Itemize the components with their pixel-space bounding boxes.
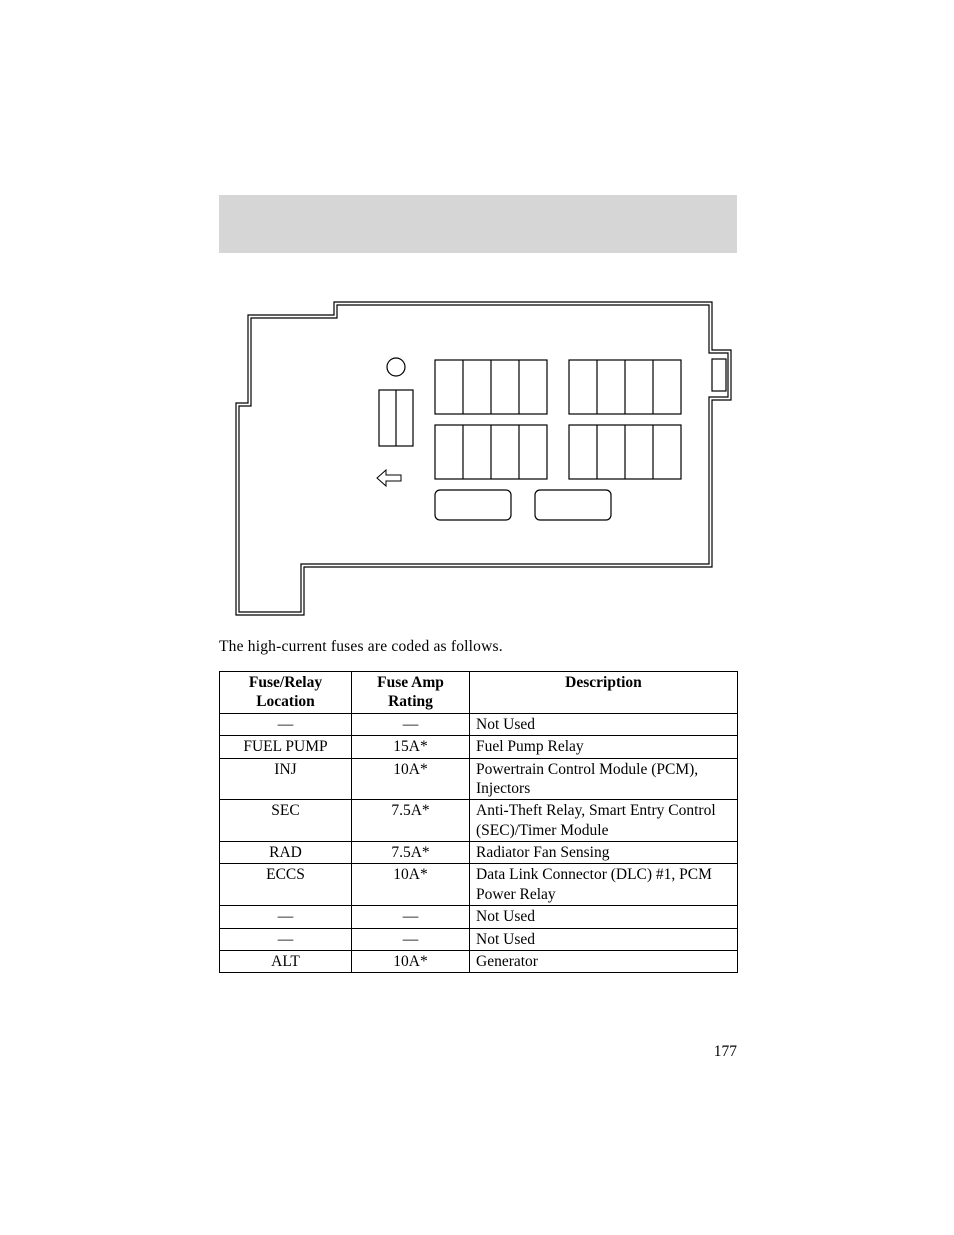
table-row: ECCS 10A* Data Link Connector (DLC) #1, …: [220, 864, 738, 906]
cell-description: Powertrain Control Module (PCM), Injecto…: [470, 758, 738, 800]
cell-location: —: [220, 713, 352, 735]
cell-amp: 10A*: [352, 864, 470, 906]
cell-location: —: [220, 906, 352, 928]
table-row: — — Not Used: [220, 928, 738, 950]
fuse-table: Fuse/Relay Location Fuse Amp Rating Desc…: [219, 671, 738, 973]
cell-amp: 10A*: [352, 950, 470, 972]
header-amp: Fuse Amp Rating: [352, 672, 470, 714]
cell-description: Data Link Connector (DLC) #1, PCM Power …: [470, 864, 738, 906]
cell-amp: 7.5A*: [352, 842, 470, 864]
cell-description: Fuel Pump Relay: [470, 736, 738, 758]
cell-description: Anti-Theft Relay, Smart Entry Control (S…: [470, 800, 738, 842]
cell-description: Not Used: [470, 928, 738, 950]
cell-location: SEC: [220, 800, 352, 842]
cell-description: Radiator Fan Sensing: [470, 842, 738, 864]
cell-amp: 7.5A*: [352, 800, 470, 842]
table-row: SEC 7.5A* Anti-Theft Relay, Smart Entry …: [220, 800, 738, 842]
intro-text: The high-current fuses are coded as foll…: [219, 638, 503, 656]
cell-amp: —: [352, 713, 470, 735]
cell-amp: 10A*: [352, 758, 470, 800]
cell-location: ECCS: [220, 864, 352, 906]
cell-location: INJ: [220, 758, 352, 800]
cell-amp: —: [352, 906, 470, 928]
table-row: — — Not Used: [220, 906, 738, 928]
header-location: Fuse/Relay Location: [220, 672, 352, 714]
table-row: ALT 10A* Generator: [220, 950, 738, 972]
table-row: FUEL PUMP 15A* Fuel Pump Relay: [220, 736, 738, 758]
table-row: — — Not Used: [220, 713, 738, 735]
table-header-row: Fuse/Relay Location Fuse Amp Rating Desc…: [220, 672, 738, 714]
cell-description: Not Used: [470, 906, 738, 928]
cell-description: Generator: [470, 950, 738, 972]
cell-location: —: [220, 928, 352, 950]
cell-location: ALT: [220, 950, 352, 972]
table-row: RAD 7.5A* Radiator Fan Sensing: [220, 842, 738, 864]
cell-amp: —: [352, 928, 470, 950]
header-description: Description: [470, 672, 738, 714]
header-bar: [219, 195, 737, 253]
page-number: 177: [714, 1043, 737, 1061]
cell-location: RAD: [220, 842, 352, 864]
cell-location: FUEL PUMP: [220, 736, 352, 758]
cell-description: Not Used: [470, 713, 738, 735]
fuse-box-diagram: [219, 295, 737, 620]
table-row: INJ 10A* Powertrain Control Module (PCM)…: [220, 758, 738, 800]
cell-amp: 15A*: [352, 736, 470, 758]
